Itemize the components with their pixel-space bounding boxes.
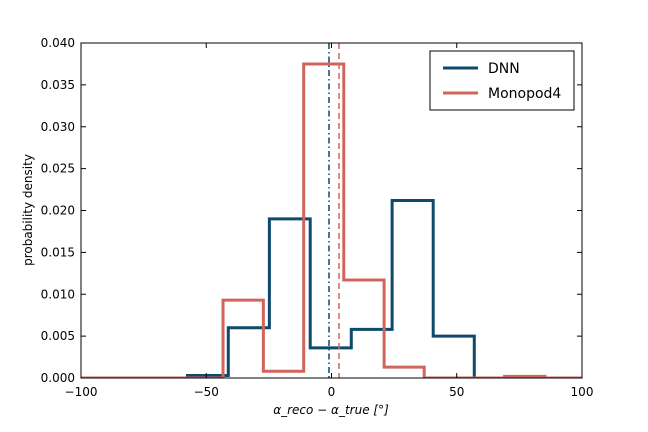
y-tick-label: 0.020 <box>41 204 75 218</box>
series-dnn-histogram <box>185 198 476 378</box>
x-tick-label: 50 <box>449 385 464 399</box>
y-tick-label: 0.010 <box>41 287 75 301</box>
legend: DNN Monopod4 <box>429 50 575 111</box>
series-monopod4-histogram <box>81 62 582 378</box>
axes-layer: −100 −50 0 50 100 0.000 0.005 0.010 0.015 0.020 0.… <box>41 36 594 399</box>
legend-label-monopod4: Monopod4 <box>488 86 561 102</box>
series-layer <box>81 43 582 378</box>
x-tick-label: −100 <box>65 385 98 399</box>
x-tick-label: 100 <box>571 385 594 399</box>
x-tick-label: −50 <box>194 385 219 399</box>
x-tick-label: 0 <box>328 385 336 399</box>
legend-frame <box>429 50 575 111</box>
x-axis-label: α_reco − α_true [°] <box>273 403 389 417</box>
y-tick-label: 0.030 <box>41 120 75 134</box>
y-tick-label: 0.005 <box>41 329 75 343</box>
y-tick-label: 0.040 <box>41 36 75 50</box>
y-tick-label: 0.000 <box>41 371 75 385</box>
y-tick-label: 0.025 <box>41 162 75 176</box>
y-tick-label: 0.035 <box>41 78 75 92</box>
y-tick-label: 0.015 <box>41 245 75 259</box>
legend-label-dnn: DNN <box>488 61 520 77</box>
y-axis-label: probability density <box>21 154 35 266</box>
